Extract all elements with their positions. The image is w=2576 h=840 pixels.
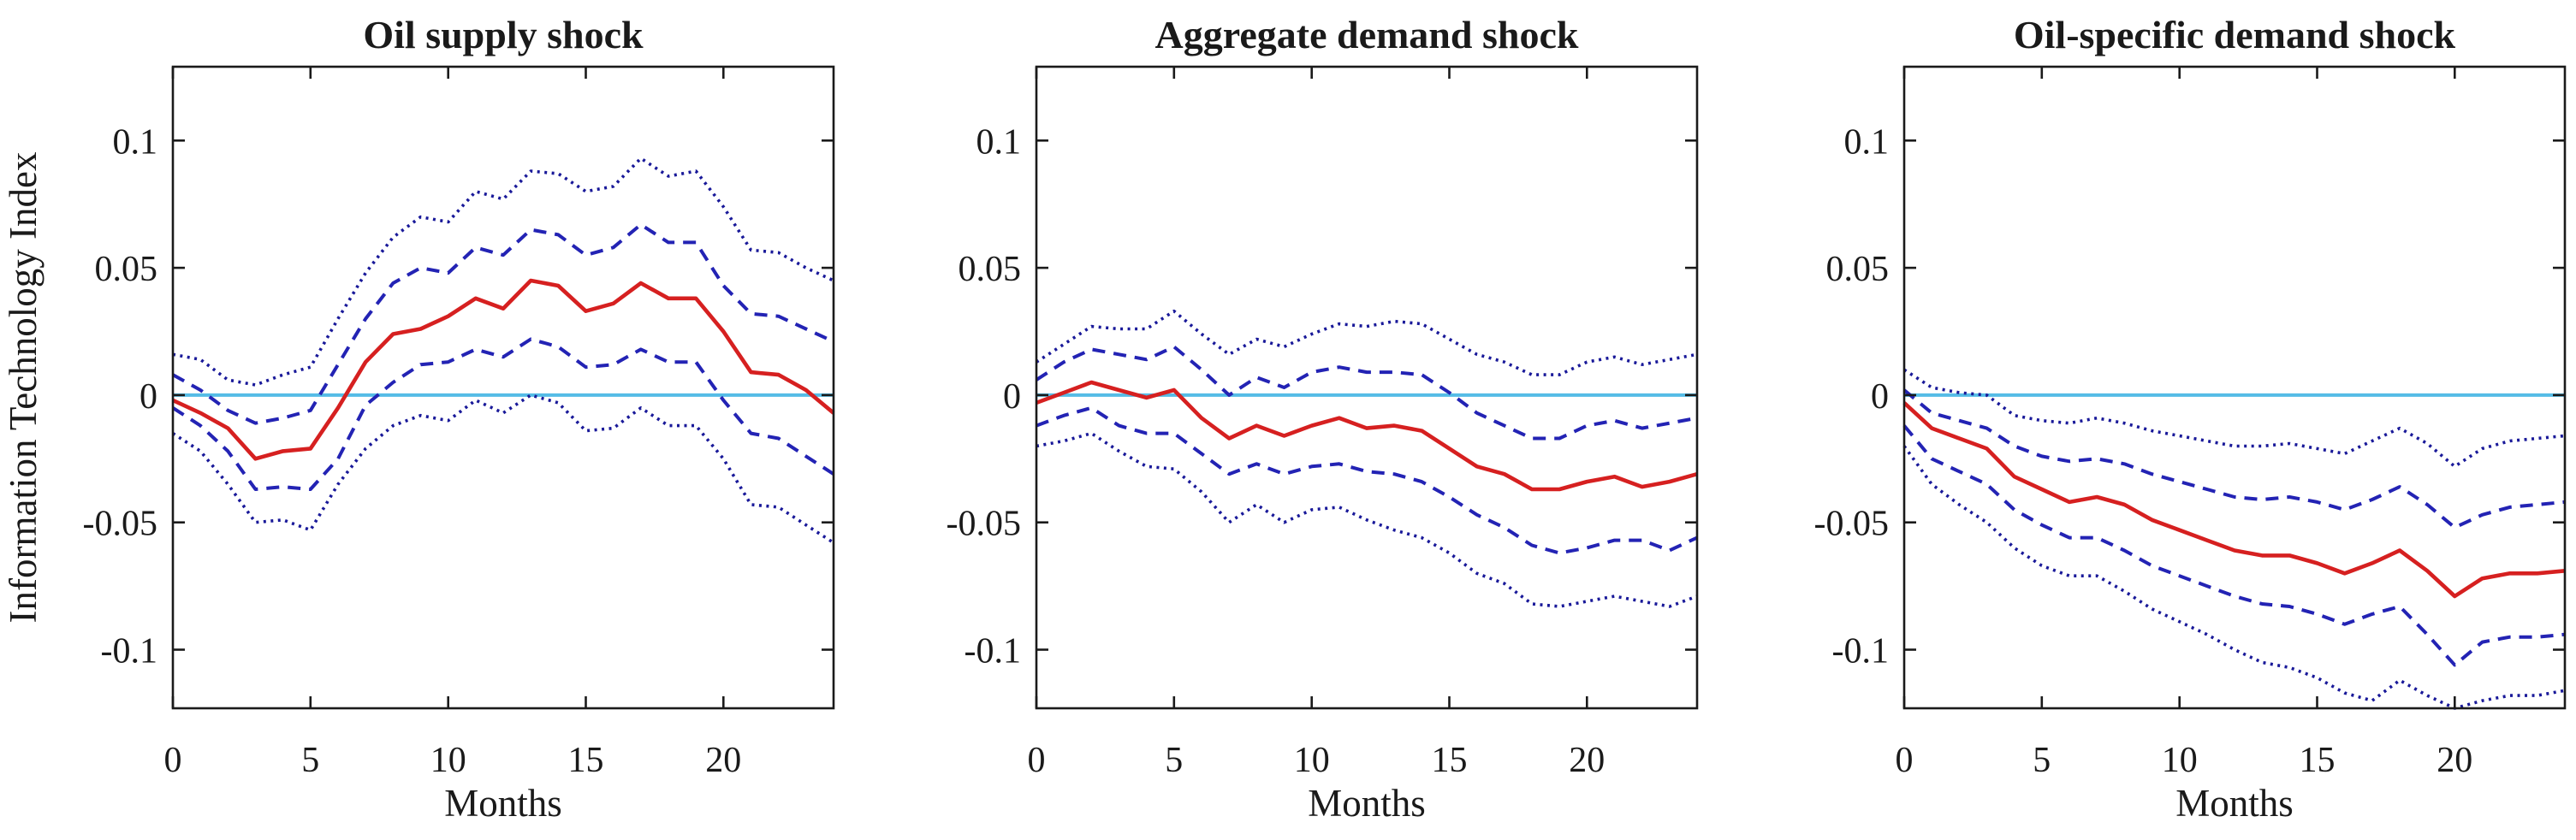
x-tick-label: 10: [1294, 741, 1330, 780]
y-tick-label: 0.05: [95, 250, 158, 289]
x-tick-label: 20: [2437, 741, 2472, 780]
panel-title: Oil supply shock: [363, 13, 644, 56]
x-tick-label: 20: [705, 741, 741, 780]
outer-band-lower-dotted--line: [172, 393, 834, 545]
y-tick-label: -0.05: [1814, 505, 1890, 544]
y-tick-label: 0.05: [1826, 250, 1890, 289]
y-tick-label: -0.1: [101, 632, 158, 671]
inner-band-upper-dashed--line: [172, 222, 834, 425]
y-tick-label: -0.1: [965, 632, 1022, 671]
y-tick-label: 0: [139, 377, 157, 417]
y-tick-label: 0.1: [113, 122, 158, 162]
outer-band-lower-dotted--line: [1902, 445, 2566, 710]
x-tick-label: 15: [1432, 741, 1468, 780]
panel-oil-supply-shock: Oil supply shock Information Technology …: [2, 13, 835, 825]
panel-title: Aggregate demand shock: [1155, 13, 1579, 56]
panel-title: Oil-specific demand shock: [2014, 13, 2456, 56]
outer-band-upper-dotted--line: [172, 157, 834, 387]
median-response-line: [1902, 401, 2566, 599]
plot-area: 0 5 10 15 20 0.1 0.05 0 -0.05 -0.1: [83, 65, 835, 780]
y-tick-label: 0: [1871, 377, 1889, 417]
y-tick-label: -0.1: [1832, 632, 1890, 671]
outer-band-upper-dotted--line: [1903, 368, 2566, 469]
y-tick-label: 0.1: [976, 122, 1022, 162]
x-tick-label: 5: [1165, 741, 1183, 780]
axes-frame: [1035, 65, 1699, 710]
y-tick-label: 0.1: [1844, 122, 1890, 162]
x-tick-label: 0: [1896, 741, 1914, 780]
x-axis-label: Months: [444, 782, 562, 825]
outer-band-upper-dotted--line: [1036, 309, 1698, 376]
median-response-line: [1036, 380, 1698, 492]
x-tick-label: 20: [1569, 741, 1605, 780]
plot-area: 0 5 10 15 20 0.1 0.05 0 -0.05 -0.1: [1814, 65, 2567, 780]
y-tick-label: 0.05: [959, 250, 1022, 289]
axes-frame: [1902, 65, 2567, 710]
panel-oil-specific-demand-shock: Oil-specific demand shock Months 0 5 10 15 2…: [1814, 13, 2567, 825]
x-tick-label: 0: [1028, 741, 1046, 780]
inner-band-upper-dashed--line: [1035, 345, 1698, 441]
panel-aggregate-demand-shock: Aggregate demand shock Months 0 5 10 15 20 0.…: [947, 13, 1699, 825]
axes-frame: [171, 65, 835, 710]
inner-band-lower-dashed--line: [1036, 405, 1698, 555]
inner-band-lower-dashed--line: [171, 337, 835, 491]
inner-band-upper-dashed--line: [1902, 388, 2566, 529]
y-tick-label: 0: [1003, 377, 1021, 417]
x-tick-label: 15: [2300, 741, 2336, 780]
y-tick-label: -0.05: [83, 505, 158, 544]
x-tick-label: 0: [164, 741, 182, 780]
x-tick-label: 10: [2162, 741, 2198, 780]
x-tick-label: 5: [2033, 741, 2051, 780]
x-tick-label: 5: [301, 741, 319, 780]
x-axis-label: Months: [1308, 782, 1426, 825]
outer-band-lower-dotted--line: [1036, 431, 1698, 608]
y-axis-label: Information Technology Index: [2, 152, 45, 624]
plot-area: 0 5 10 15 20 0.1 0.05 0 -0.05 -0.1: [947, 65, 1699, 780]
y-tick-label: -0.05: [947, 505, 1022, 544]
inner-band-lower-dashed--line: [1902, 424, 2566, 667]
median-response-line: [172, 278, 835, 461]
x-tick-label: 10: [430, 741, 466, 780]
x-tick-label: 15: [568, 741, 604, 780]
x-axis-label: Months: [2175, 782, 2294, 825]
